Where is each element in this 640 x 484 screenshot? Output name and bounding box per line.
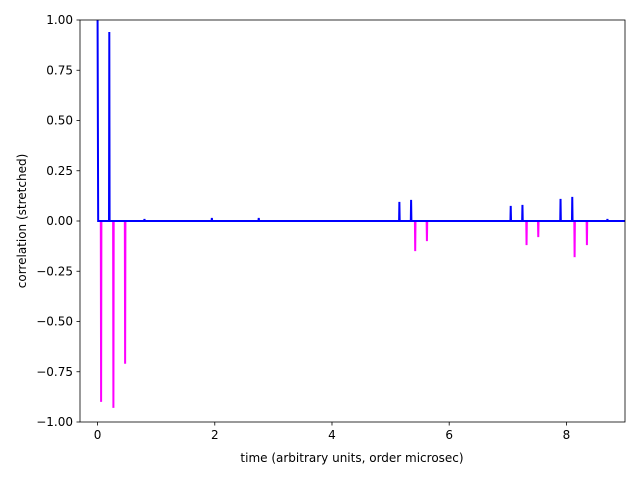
y-tick-label: 0.50 [46, 114, 73, 128]
axes-frame [79, 19, 626, 423]
data-line [96, 20, 625, 222]
y-tick-label: 0.25 [46, 164, 73, 178]
y-tick-label: −1.00 [36, 415, 73, 429]
y-tick-label: −0.25 [36, 264, 73, 278]
y-tick-label: 0.00 [46, 214, 73, 228]
x-tick-label: 0 [94, 428, 102, 442]
y-tick-label: 1.00 [46, 13, 73, 27]
x-axis-label: time (arbitrary units, order microsec) [240, 451, 463, 465]
y-tick-label: −0.50 [36, 315, 73, 329]
plot-area [96, 20, 625, 408]
y-tick-label: −0.75 [36, 365, 73, 379]
x-tick-label: 6 [445, 428, 453, 442]
x-tick-label: 2 [211, 428, 219, 442]
y-tick-label: 0.75 [46, 63, 73, 77]
x-tick-label: 8 [563, 428, 571, 442]
y-axis-label: correlation (stretched) [15, 154, 29, 288]
data-line [99, 220, 589, 408]
x-tick-label: 4 [328, 428, 336, 442]
